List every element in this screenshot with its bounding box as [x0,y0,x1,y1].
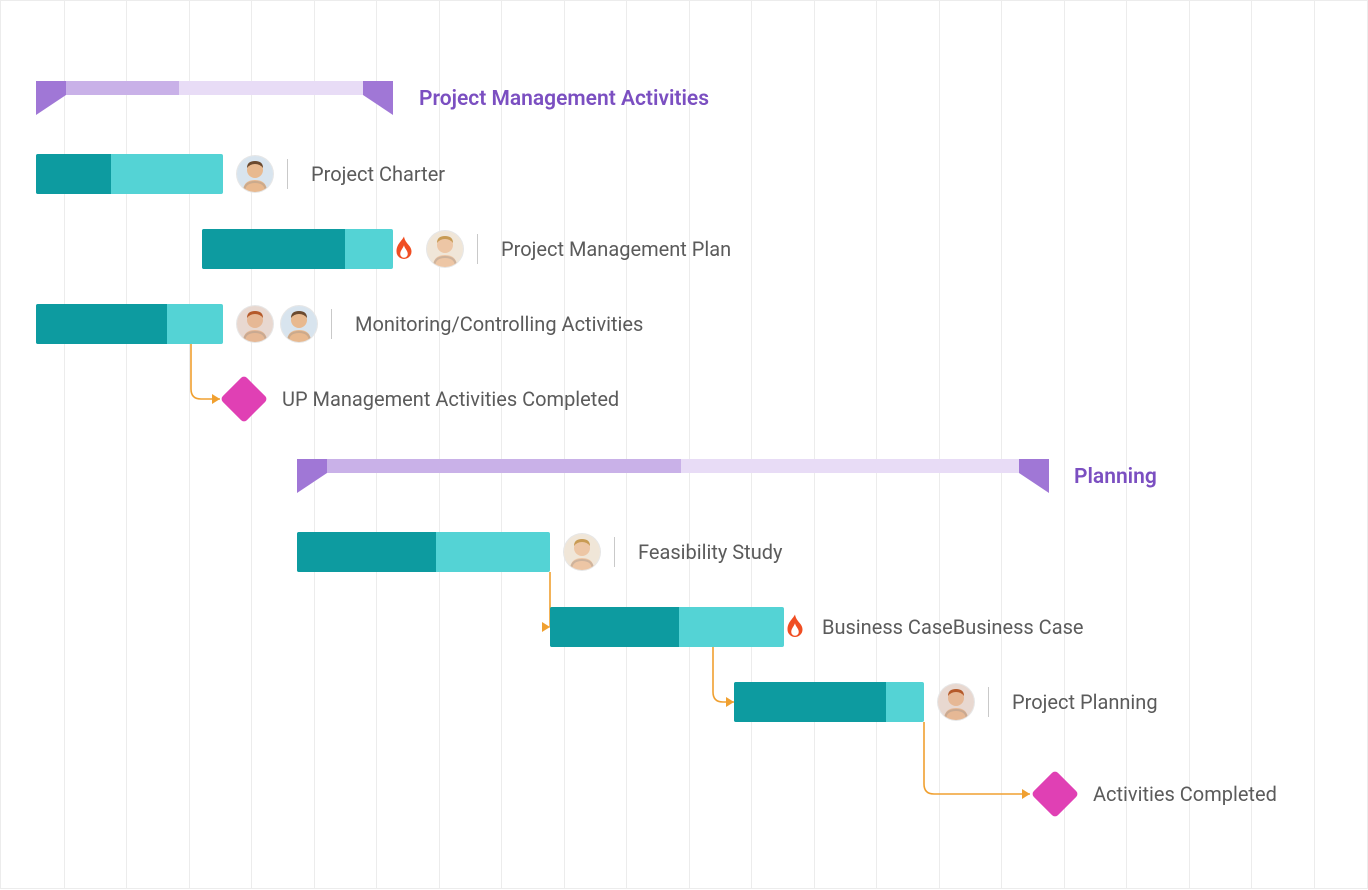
flame-icon [780,612,810,642]
task-label: Project Management Plan [501,237,731,261]
task-progress [36,304,167,344]
group-summary-bar[interactable] [297,459,1049,493]
task-row: Business CaseBusiness Case [1,607,1367,647]
separator [331,309,332,339]
task-label: Project Planning [1012,690,1158,714]
flame-icon [389,234,419,264]
avatar [237,306,273,342]
separator [614,537,615,567]
task-progress [734,682,886,722]
task-row: Project Planning [1,682,1367,722]
task-label: Feasibility Study [638,540,783,564]
avatar [237,156,273,192]
milestone-diamond[interactable] [1031,770,1079,818]
group-title: Planning [1074,465,1157,489]
avatar [281,306,317,342]
gantt-chart: Project Management Activities Planning Pr… [0,0,1368,889]
task-row: Monitoring/Controlling Activities [1,304,1367,344]
task-progress [297,532,436,572]
milestone-label: Activities Completed [1093,782,1277,806]
task-row: Project Management Plan [1,229,1367,269]
connectors-layer [1,1,1367,888]
group-title: Project Management Activities [419,87,709,111]
task-bar[interactable] [734,682,924,722]
task-bar[interactable] [550,607,784,647]
task-progress [202,229,345,269]
task-bar[interactable] [36,304,223,344]
dependency-connector [1,1,1368,890]
group-summary-bar[interactable] [36,81,393,115]
avatar [938,684,974,720]
task-bar[interactable] [36,154,223,194]
group-row [1,459,1367,493]
task-progress [550,607,679,647]
task-bar[interactable] [297,532,550,572]
task-row: Feasibility Study [1,532,1367,572]
task-row: Project Charter [1,154,1367,194]
milestone-diamond[interactable] [220,375,268,423]
avatar [564,534,600,570]
milestone-label: UP Management Activities Completed [282,387,619,411]
avatar [427,231,463,267]
task-progress [36,154,111,194]
task-label: Business CaseBusiness Case [822,615,1084,639]
milestone-row: Activities Completed [1,774,1367,814]
separator [477,234,478,264]
task-bar[interactable] [202,229,393,269]
milestone-row: UP Management Activities Completed [1,379,1367,419]
separator [988,687,989,717]
separator [287,159,288,189]
task-label: Project Charter [311,162,445,186]
task-label: Monitoring/Controlling Activities [355,312,643,336]
